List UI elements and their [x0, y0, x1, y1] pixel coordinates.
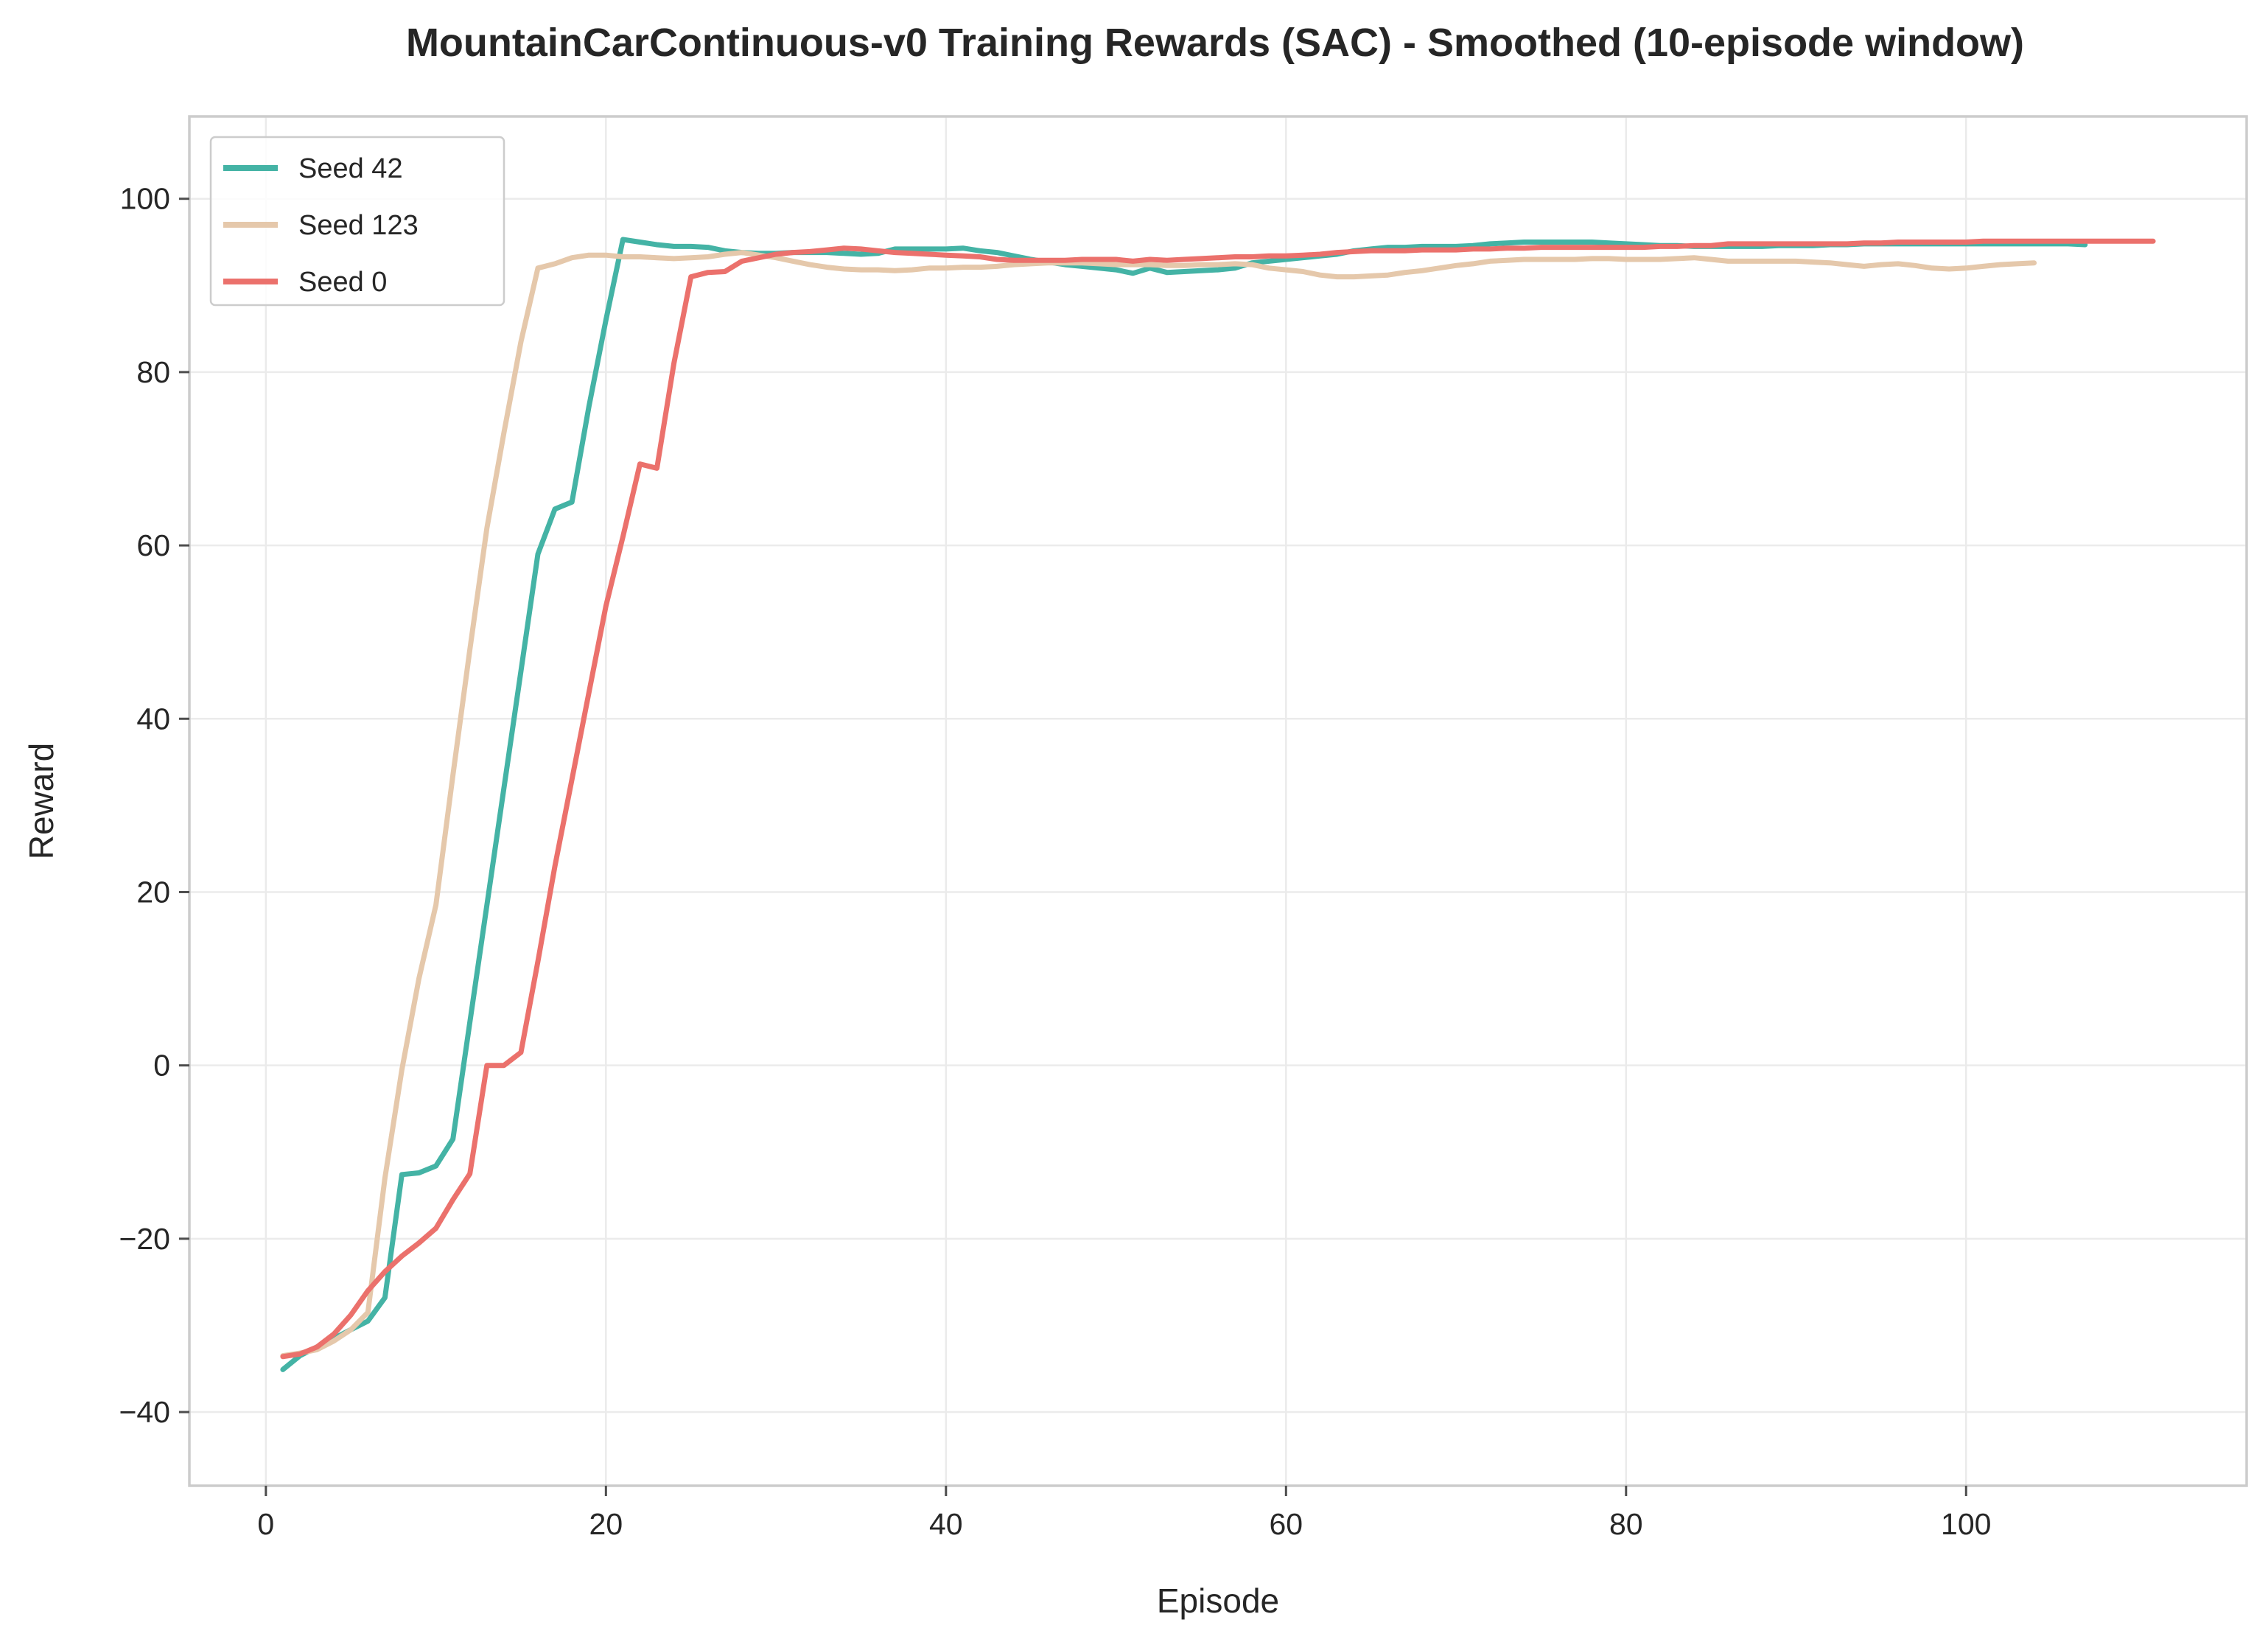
- y-tick-label: 80: [136, 355, 170, 389]
- chart-title: MountainCarContinuous-v0 Training Reward…: [406, 21, 2024, 65]
- legend-box: [209, 136, 505, 307]
- series-line-seed-42: [280, 237, 2088, 1372]
- y-tick-label: −20: [119, 1222, 170, 1256]
- grid: [189, 116, 2247, 1486]
- x-tick-label: 100: [1941, 1507, 1991, 1541]
- x-tick-label: 20: [589, 1507, 623, 1541]
- y-tick-label: 60: [136, 528, 170, 562]
- legend-label: Seed 0: [298, 267, 387, 298]
- x-axis-label: Episode: [1157, 1582, 1279, 1620]
- x-tick-label: 0: [257, 1507, 274, 1541]
- y-tick-label: −40: [119, 1395, 170, 1429]
- y-tick-label: 0: [153, 1049, 170, 1083]
- x-tick-label: 40: [929, 1507, 963, 1541]
- legend-label: Seed 42: [298, 153, 403, 184]
- plot-frame: [188, 115, 2248, 1487]
- legend: Seed 42 Seed 123 Seed 0: [209, 136, 505, 307]
- legend-label: Seed 123: [298, 210, 419, 241]
- y-tick-label: 40: [136, 702, 170, 735]
- series-line-seed-123: [280, 250, 2037, 1359]
- y-axis-label: Reward: [22, 743, 60, 860]
- x-tick-label: 60: [1269, 1507, 1303, 1541]
- y-tick-label: 100: [120, 182, 170, 216]
- x-tick-label: 80: [1609, 1507, 1643, 1541]
- y-tick-label: 20: [136, 875, 170, 909]
- series-lines: [280, 237, 2156, 1372]
- axis-ticks: 0 20 40 60 80 100 −40 −20 0 20 40 60 80 100: [119, 182, 1991, 1541]
- series-line-seed-0: [280, 238, 2156, 1360]
